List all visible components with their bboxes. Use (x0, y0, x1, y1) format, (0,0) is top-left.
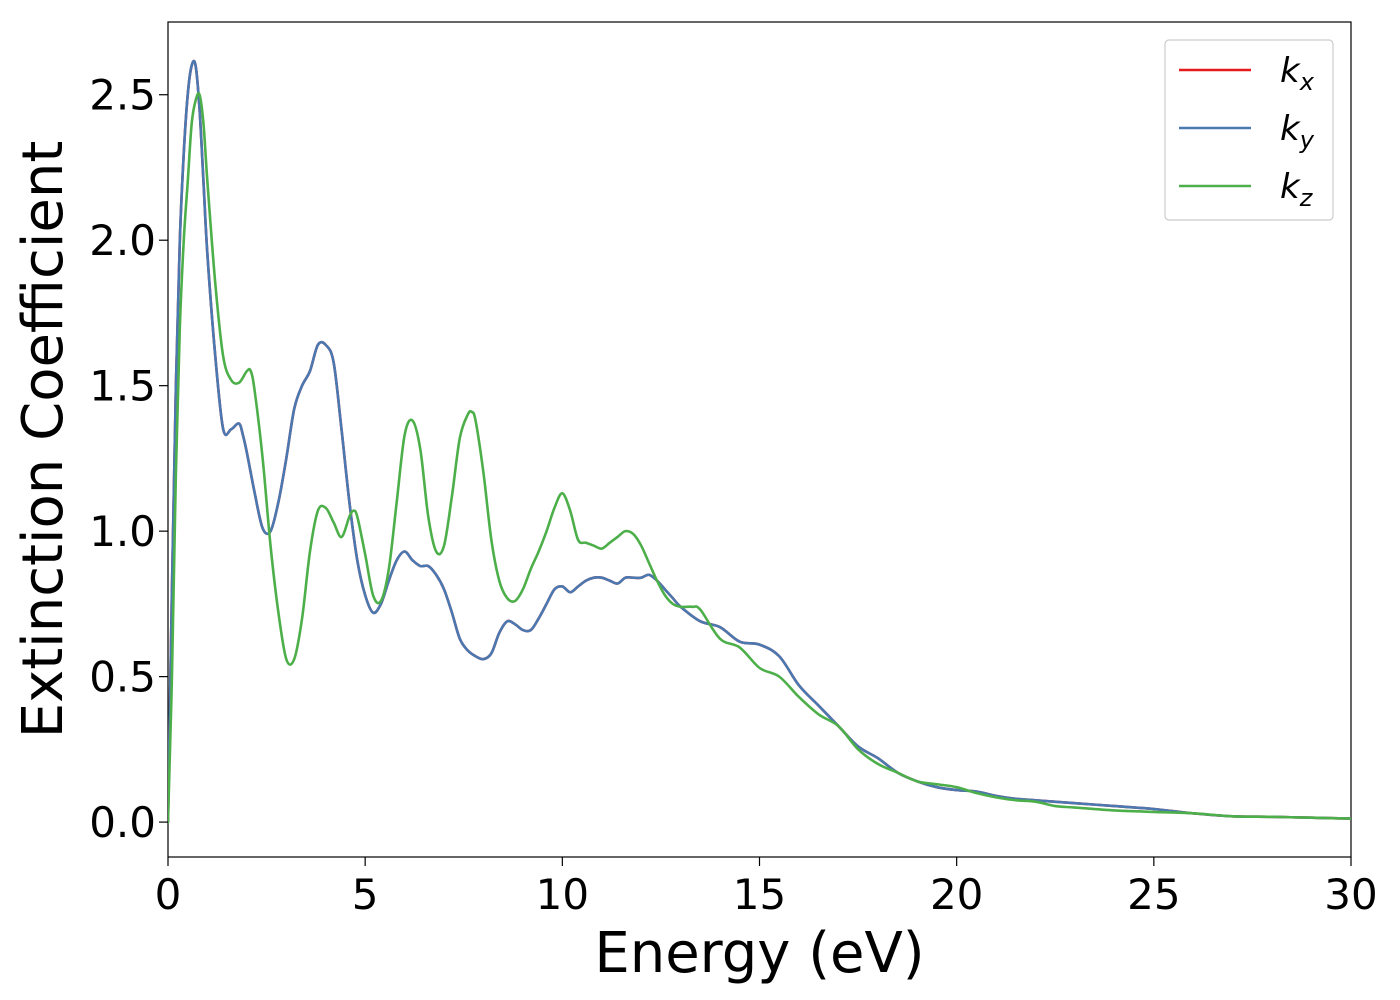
legend-box (1164, 39, 1334, 221)
y-axis: 0.0 0.5 1.0 1.5 2.0 2.5 (89, 71, 168, 847)
legend-item-k-z: kz (1179, 167, 1314, 212)
legend-label-main: k (1280, 51, 1301, 91)
y-axis-title: Extinction Coefficient (11, 141, 76, 739)
legend-item-k-x: kx (1179, 51, 1315, 96)
legend-item-k-y: ky (1179, 109, 1315, 154)
x-tick-label: 0 (155, 870, 182, 919)
legend-label-subscript: y (1299, 126, 1315, 154)
x-tick-label: 10 (536, 870, 589, 919)
y-tick-label: 1.5 (89, 362, 156, 411)
series-line-k-y (168, 59, 1351, 824)
legend-label-subscript: x (1299, 68, 1315, 96)
legend-label: kz (1280, 167, 1314, 212)
legend-label: kx (1280, 51, 1315, 96)
legend-label-main: k (1280, 109, 1301, 149)
x-tick-label: 20 (930, 870, 983, 919)
series-line-k-z (168, 92, 1351, 824)
legend-label-subscript: z (1299, 184, 1314, 212)
x-tick-label: 15 (733, 870, 786, 919)
y-tick-label: 0.0 (89, 798, 156, 847)
x-tick-label: 25 (1127, 870, 1180, 919)
y-tick-label: 2.0 (89, 216, 156, 265)
x-axis-title: Energy (eV) (594, 921, 924, 986)
legend-label-main: k (1280, 167, 1301, 207)
y-tick-label: 2.5 (89, 71, 156, 120)
y-tick-label: 1.0 (89, 507, 156, 556)
legend-label: ky (1280, 109, 1315, 154)
x-axis: 0 5 10 15 20 25 30 (155, 857, 1378, 919)
y-tick-label: 0.5 (89, 653, 156, 702)
series-layer (168, 59, 1351, 824)
x-tick-label: 30 (1324, 870, 1377, 919)
x-tick-label: 5 (352, 870, 379, 919)
